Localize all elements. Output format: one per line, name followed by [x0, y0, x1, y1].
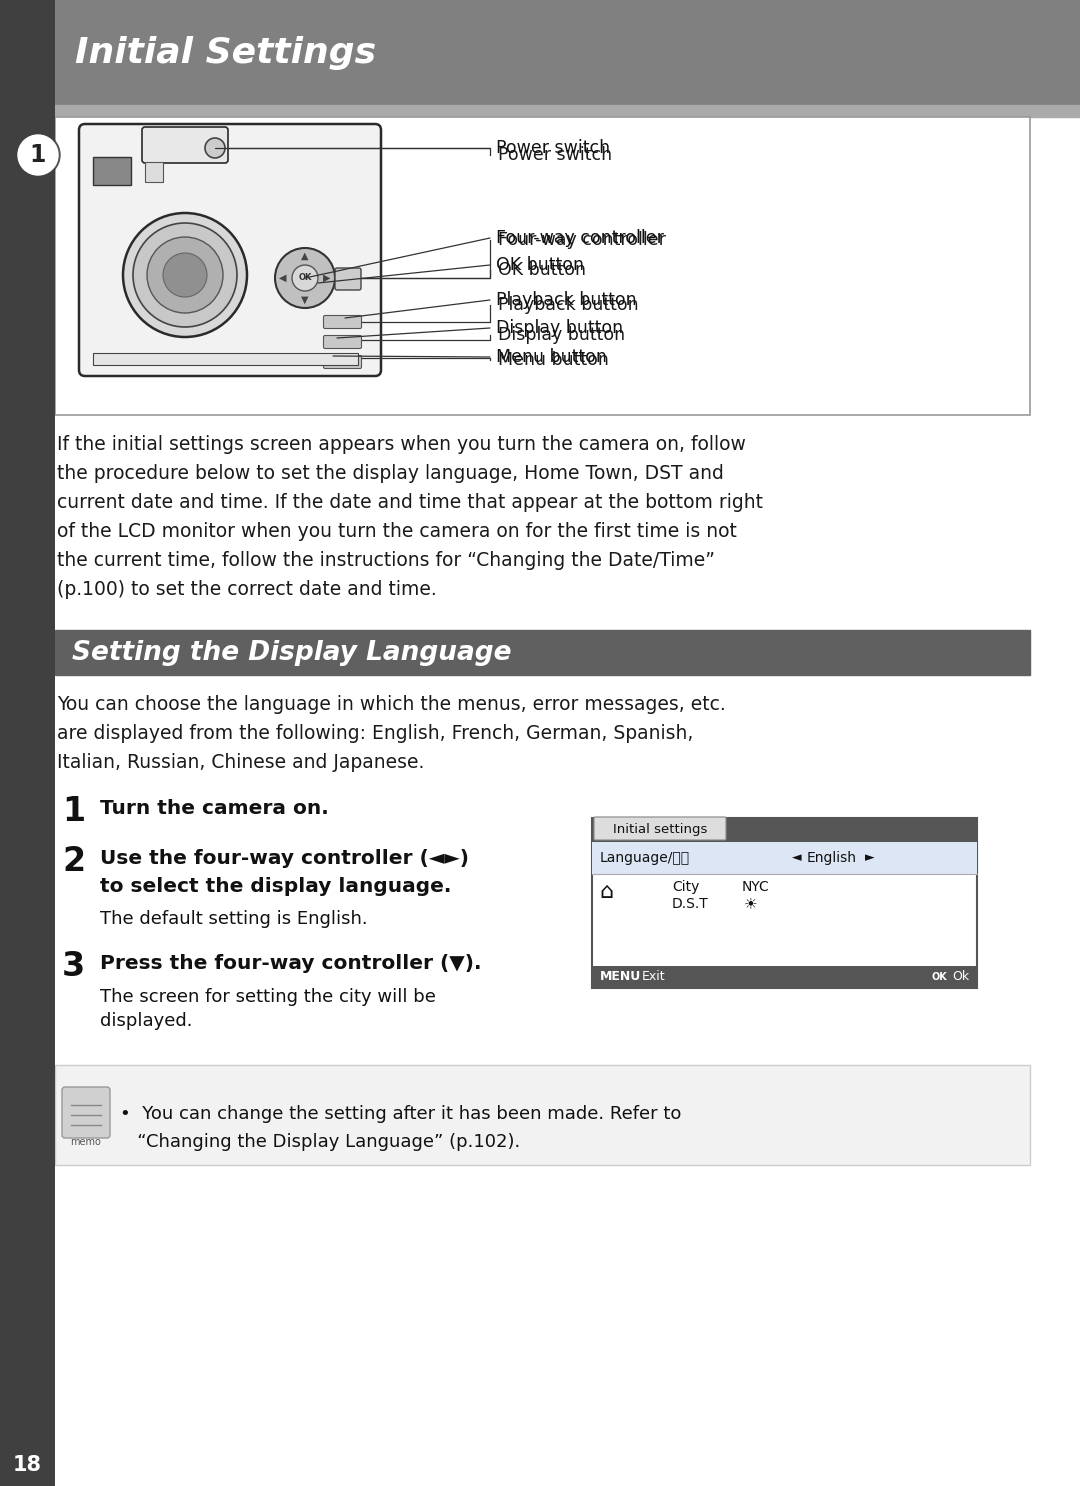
- Text: of the LCD monitor when you turn the camera on for the first time is not: of the LCD monitor when you turn the cam…: [57, 522, 737, 541]
- Text: Press the four-way controller (▼).: Press the four-way controller (▼).: [100, 954, 482, 973]
- Bar: [145, 162, 163, 181]
- Bar: [592, 966, 977, 988]
- Circle shape: [18, 135, 58, 175]
- Text: •  You can change the setting after it has been made. Refer to: • You can change the setting after it ha…: [120, 1106, 681, 1123]
- Text: ⌂: ⌂: [599, 883, 613, 902]
- Text: OK button: OK button: [498, 262, 586, 279]
- Text: 1: 1: [30, 143, 46, 166]
- Text: Italian, Russian, Chinese and Japanese.: Italian, Russian, Chinese and Japanese.: [57, 753, 424, 773]
- Text: OK: OK: [932, 972, 948, 982]
- Text: English: English: [807, 851, 858, 865]
- Text: Four-way controller: Four-way controller: [496, 229, 664, 247]
- Text: ◀: ◀: [280, 273, 287, 282]
- FancyBboxPatch shape: [324, 355, 362, 369]
- Text: ▶: ▶: [323, 273, 330, 282]
- Text: 1: 1: [62, 795, 85, 828]
- Text: to select the display language.: to select the display language.: [100, 877, 451, 896]
- FancyBboxPatch shape: [79, 123, 381, 376]
- Circle shape: [205, 138, 225, 158]
- Text: OK button: OK button: [496, 256, 584, 273]
- Bar: [38, 106, 1080, 117]
- Text: City: City: [672, 880, 700, 895]
- Text: ►: ►: [865, 851, 875, 865]
- Text: Turn the camera on.: Turn the camera on.: [100, 799, 328, 817]
- Circle shape: [133, 223, 237, 327]
- Text: Power switch: Power switch: [498, 146, 612, 163]
- Text: Playback button: Playback button: [496, 291, 636, 309]
- FancyBboxPatch shape: [335, 267, 361, 290]
- Text: ▲: ▲: [301, 251, 309, 262]
- Text: Display button: Display button: [496, 319, 623, 337]
- FancyBboxPatch shape: [324, 315, 362, 328]
- Text: are displayed from the following: English, French, German, Spanish,: are displayed from the following: Englis…: [57, 724, 693, 743]
- Bar: [0, 0, 55, 1486]
- FancyBboxPatch shape: [324, 336, 362, 349]
- Circle shape: [147, 236, 222, 314]
- Circle shape: [275, 248, 335, 308]
- Text: Display button: Display button: [498, 325, 625, 343]
- Text: ◄: ◄: [793, 851, 801, 865]
- Text: Menu button: Menu button: [498, 351, 609, 369]
- Text: MENU: MENU: [600, 970, 642, 984]
- FancyBboxPatch shape: [594, 817, 726, 840]
- Text: Initial settings: Initial settings: [612, 822, 707, 835]
- Text: The screen for setting the city will be: The screen for setting the city will be: [100, 988, 436, 1006]
- Text: Menu button: Menu button: [496, 348, 607, 366]
- Text: Ok: Ok: [951, 970, 969, 984]
- Bar: [0, 0, 1080, 106]
- Text: If the initial settings screen appears when you turn the camera on, follow: If the initial settings screen appears w…: [57, 435, 746, 455]
- Bar: [592, 817, 977, 988]
- Text: 18: 18: [13, 1455, 41, 1476]
- Text: OK: OK: [298, 273, 312, 282]
- Text: Initial Settings: Initial Settings: [75, 36, 376, 70]
- Text: current date and time. If the date and time that appear at the bottom right: current date and time. If the date and t…: [57, 493, 762, 513]
- Text: Getting Started: Getting Started: [10, 351, 28, 510]
- Circle shape: [163, 253, 207, 297]
- Text: ▼: ▼: [301, 296, 309, 305]
- Bar: [93, 158, 131, 184]
- Text: displayed.: displayed.: [100, 1012, 192, 1030]
- Text: the current time, follow the instructions for “Changing the Date/Time”: the current time, follow the instruction…: [57, 551, 715, 571]
- Text: (p.100) to set the correct date and time.: (p.100) to set the correct date and time…: [57, 580, 436, 599]
- Text: Language/言語: Language/言語: [600, 851, 690, 865]
- Text: ☀: ☀: [744, 896, 758, 911]
- Text: 3: 3: [62, 950, 85, 984]
- Text: 2: 2: [62, 846, 85, 878]
- Bar: [55, 117, 1030, 415]
- Text: D.S.T: D.S.T: [672, 898, 708, 911]
- Text: memo: memo: [70, 1137, 102, 1147]
- Text: the procedure below to set the display language, Home Town, DST and: the procedure below to set the display l…: [57, 464, 724, 483]
- Circle shape: [123, 212, 247, 337]
- Text: NYC: NYC: [742, 880, 770, 895]
- Bar: [0, 106, 38, 1461]
- Text: Use the four-way controller (◄►): Use the four-way controller (◄►): [100, 849, 469, 868]
- Circle shape: [292, 265, 318, 291]
- Text: Power switch: Power switch: [496, 140, 610, 158]
- Text: The default setting is English.: The default setting is English.: [100, 909, 367, 927]
- Text: Exit: Exit: [642, 970, 665, 984]
- Text: You can choose the language in which the menus, error messages, etc.: You can choose the language in which the…: [57, 695, 726, 713]
- Bar: [55, 630, 1030, 675]
- Bar: [592, 817, 977, 843]
- Bar: [38, 0, 1080, 106]
- Circle shape: [16, 134, 60, 177]
- Bar: [93, 354, 357, 366]
- Text: Playback button: Playback button: [498, 296, 638, 314]
- Bar: [0, 1444, 55, 1486]
- Bar: [55, 1065, 1030, 1165]
- FancyBboxPatch shape: [62, 1086, 110, 1138]
- Text: “Changing the Display Language” (p.102).: “Changing the Display Language” (p.102).: [120, 1132, 521, 1152]
- Text: Four-way controller: Four-way controller: [498, 230, 666, 250]
- FancyBboxPatch shape: [141, 126, 228, 163]
- Bar: [592, 843, 977, 874]
- Text: Setting the Display Language: Setting the Display Language: [72, 639, 512, 666]
